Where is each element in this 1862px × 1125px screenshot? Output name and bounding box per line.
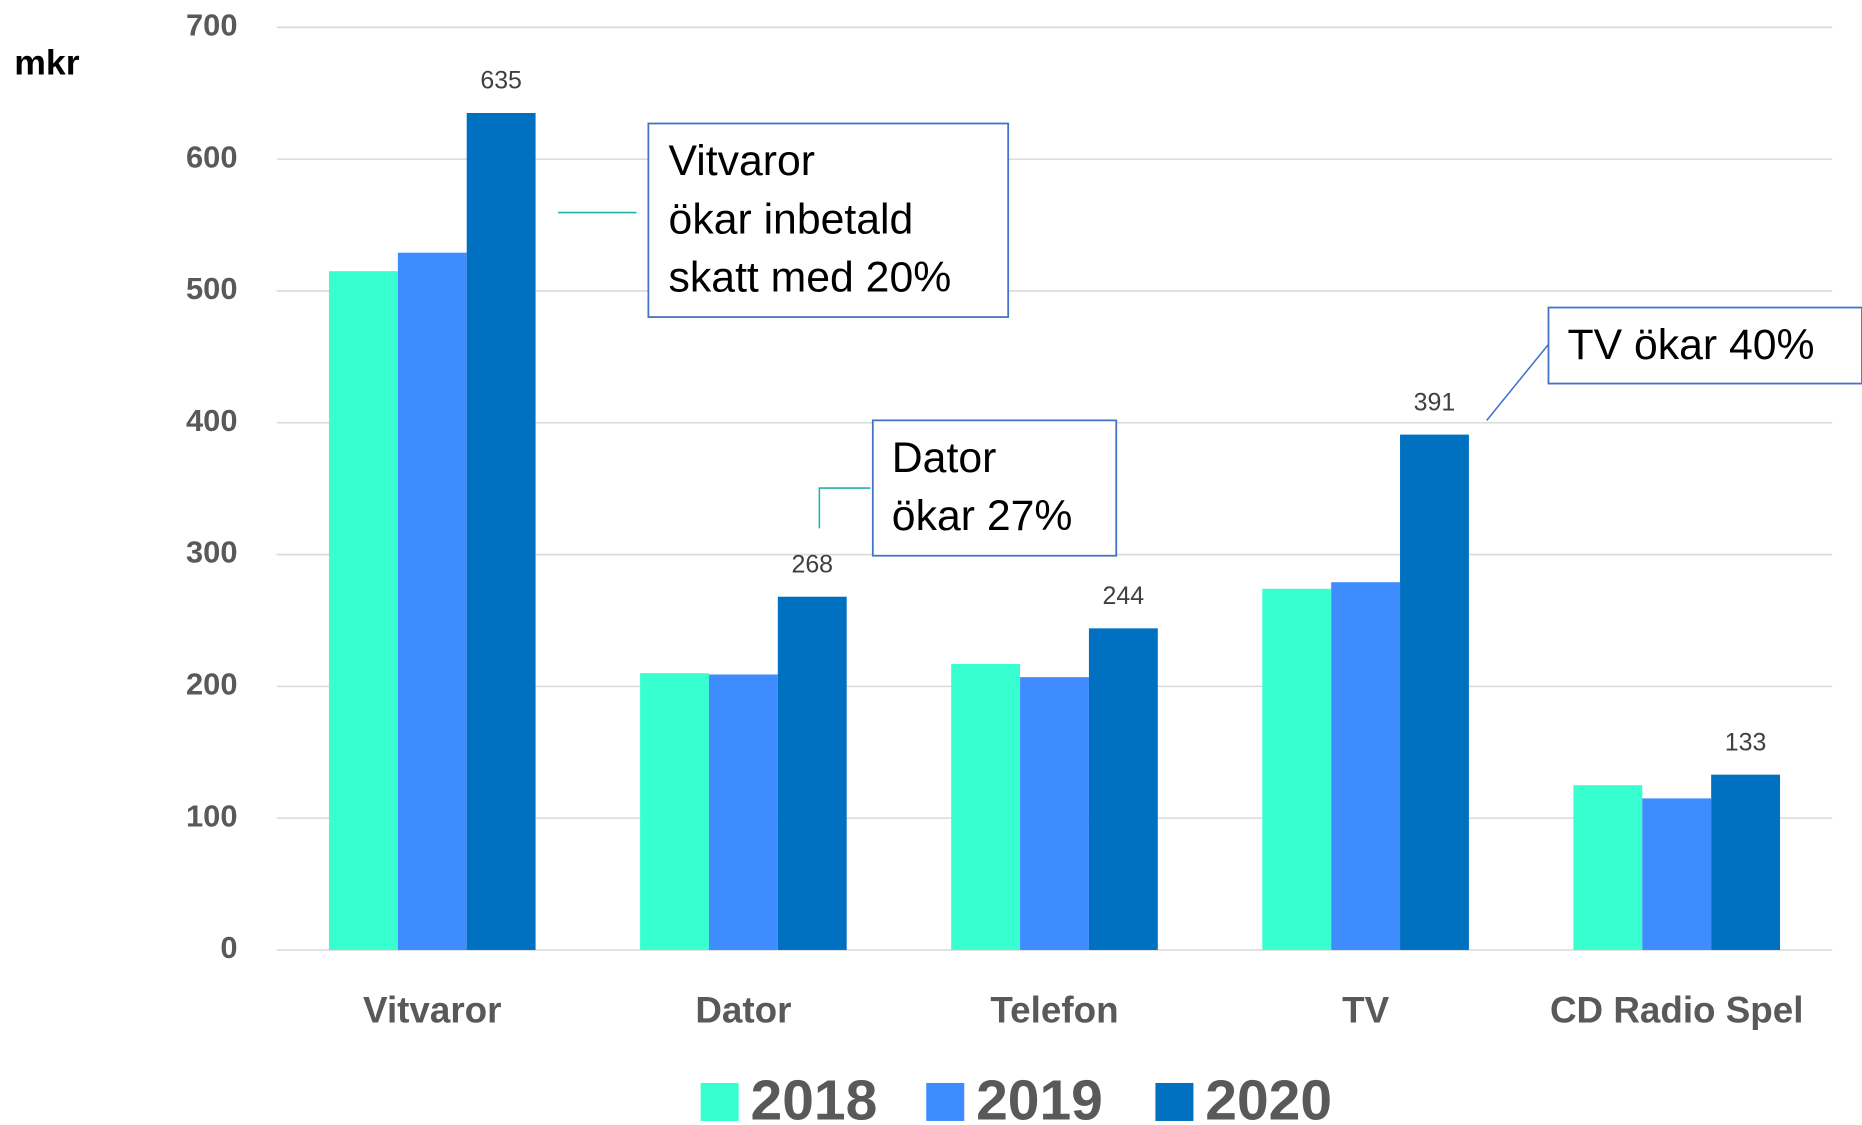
bar xyxy=(1711,774,1781,950)
y-axis-label: mkr xyxy=(14,43,79,83)
bar xyxy=(397,252,467,950)
bar xyxy=(328,271,398,950)
y-tick-label: 700 xyxy=(186,7,237,42)
bar xyxy=(640,673,709,950)
x-tick-label: TV xyxy=(1342,990,1389,1031)
bar xyxy=(951,663,1021,950)
annotation-box xyxy=(871,419,1118,557)
annotation-text: Dator xyxy=(892,434,997,482)
y-tick-label: 0 xyxy=(220,930,237,965)
y-tick-label: 300 xyxy=(186,535,237,570)
annotation-connector xyxy=(1486,343,1550,421)
bar xyxy=(1020,677,1089,950)
legend-swatch xyxy=(926,1082,965,1121)
value-label: 133 xyxy=(1725,728,1767,756)
legend-label: 2020 xyxy=(1205,1068,1332,1125)
annotation-box xyxy=(1547,306,1862,385)
y-tick-label: 100 xyxy=(186,798,237,833)
annotation-box xyxy=(647,122,1010,318)
legend-swatch xyxy=(700,1082,739,1121)
annotation-text: ökar 27% xyxy=(892,492,1073,540)
bar xyxy=(1331,582,1401,950)
bar xyxy=(466,112,536,950)
annotation-text: skatt med 20% xyxy=(669,254,952,302)
bar xyxy=(708,674,778,950)
x-tick-label: CD Radio Spel xyxy=(1550,990,1804,1031)
legend-label: 2019 xyxy=(976,1068,1103,1125)
y-tick-label: 500 xyxy=(186,271,237,306)
annotation-text: Vitvaror xyxy=(669,137,815,185)
value-label: 244 xyxy=(1103,582,1145,610)
value-label: 391 xyxy=(1414,388,1456,416)
annotation-text: ökar inbetald xyxy=(669,195,914,243)
x-tick-label: Dator xyxy=(695,990,791,1031)
x-tick-label: Vitvaror xyxy=(363,990,501,1031)
x-tick-label: Telefon xyxy=(990,990,1118,1031)
legend-label: 2018 xyxy=(751,1068,878,1125)
annotation-text: TV ökar 40% xyxy=(1567,321,1814,369)
bar xyxy=(1262,588,1332,950)
value-label: 635 xyxy=(480,67,522,95)
annotation-connector xyxy=(818,487,871,529)
bar xyxy=(1400,434,1469,950)
y-tick-label: 200 xyxy=(186,667,237,702)
legend-swatch xyxy=(1155,1082,1194,1121)
bar xyxy=(1088,628,1158,950)
bar xyxy=(1573,785,1643,950)
y-tick-label: 400 xyxy=(186,403,237,438)
value-label: 268 xyxy=(791,550,833,578)
bar xyxy=(777,596,847,950)
bar xyxy=(1642,798,1712,950)
y-tick-label: 600 xyxy=(186,139,237,174)
